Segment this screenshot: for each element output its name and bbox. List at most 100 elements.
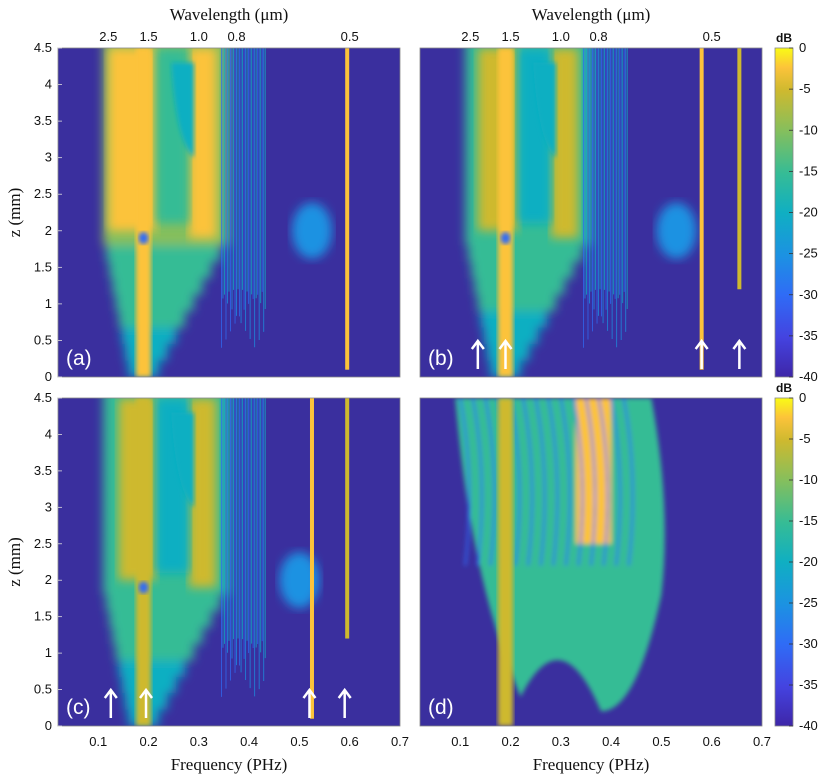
x-tick-label: 0.3	[552, 734, 570, 749]
broadening-slice	[115, 291, 194, 312]
broadening-slice	[474, 274, 565, 295]
interference-fringes	[221, 398, 266, 697]
colorbar-tick-label: -15	[799, 163, 818, 178]
filament	[559, 398, 571, 566]
up-arrow-icon	[302, 687, 317, 718]
wavelength-tick-label: 0.5	[341, 29, 359, 44]
gap-lobe	[171, 412, 194, 508]
interference-fringes	[221, 48, 266, 348]
broadening-slice	[109, 607, 212, 628]
up-arrow-icon	[470, 338, 485, 369]
broadening-slice	[118, 656, 185, 677]
colorbar-tick-label: -30	[799, 636, 818, 651]
panel-d: (d)	[419, 397, 763, 727]
colorbar-tick-label: -10	[799, 122, 818, 137]
y-tick-label: 1.5	[34, 609, 52, 624]
wavelength-axis-title: Wavelength (μm)	[170, 5, 289, 24]
pump-dip	[500, 232, 511, 245]
pump-dip	[138, 232, 149, 245]
broadening-slice	[477, 291, 556, 312]
filament	[622, 398, 634, 566]
y-tick-label: 0.5	[34, 332, 52, 347]
y-tick-label: 1	[45, 645, 52, 660]
x-tick-label: 0.6	[703, 734, 721, 749]
up-arrow-icon	[337, 687, 352, 718]
panel-label-a: (a)	[66, 347, 92, 370]
y-tick-label: 2.5	[34, 536, 52, 551]
filament	[584, 398, 597, 566]
colorbar-tick-label: -35	[799, 677, 818, 692]
y-tick-label: 3.5	[34, 463, 52, 478]
panel-label-d: (d)	[428, 696, 454, 719]
broadening-slice	[103, 378, 229, 398]
colorbar-title: dB	[776, 381, 792, 395]
y-tick-label: 1	[45, 296, 52, 311]
y-tick-label: 4	[45, 426, 52, 441]
y-axis-title: z (mm)	[5, 188, 24, 238]
filament	[471, 398, 483, 566]
colorbar-tick-label: -40	[799, 369, 818, 384]
wavelength-tick-label: 1.5	[501, 29, 519, 44]
y-tick-label: 0	[45, 718, 52, 733]
panel-a: (a)	[57, 47, 401, 378]
pump-line	[135, 398, 152, 726]
colorbar-tick-label: -20	[799, 554, 818, 569]
pump-line	[497, 48, 514, 377]
y-tick-label: 3.5	[34, 113, 52, 128]
pump-line	[497, 398, 514, 726]
y-tick-label: 3	[45, 499, 52, 514]
panel-b: (b)	[419, 28, 763, 378]
broadening-slice	[480, 307, 547, 328]
colorbar-2: dB 0 -5 -10 -15 -20 -25 -30 -35 -40	[774, 381, 818, 733]
colorbar-tick-label: -25	[799, 246, 818, 261]
sideband-line-1	[737, 48, 742, 290]
x-tick-label: 0.4	[602, 734, 620, 749]
broadening-slice	[465, 28, 591, 48]
panel-c: (c)	[57, 378, 401, 727]
y-tick-label: 0.5	[34, 682, 52, 697]
sideband-line-0	[699, 48, 704, 370]
y-tick-label: 0	[45, 369, 52, 384]
y-tick-label: 4.5	[34, 40, 52, 55]
wavelength-axis-title: Wavelength (μm)	[532, 5, 651, 24]
heatmap-d	[455, 398, 665, 726]
broadening-slice	[115, 640, 194, 661]
broadening-slice	[118, 307, 185, 328]
colorbar-tick-label: -25	[799, 595, 818, 610]
colorbar-tick-label: 0	[799, 390, 806, 405]
y-tick-label: 2	[45, 223, 52, 238]
wavelength-tick-label: 1.0	[552, 29, 570, 44]
wavelength-tick-label: 0.8	[228, 29, 246, 44]
x-tick-label: 0.5	[290, 734, 308, 749]
sideband-glow-0	[656, 202, 697, 259]
colorbar-tick-label: 0	[799, 40, 806, 55]
x-tick-label: 0.6	[341, 734, 359, 749]
broadening-slice	[106, 241, 221, 262]
filament	[459, 398, 471, 566]
broadening-slice	[106, 591, 221, 612]
broadening-slice	[112, 274, 203, 295]
x-axis-title: Frequency (PHz)	[533, 755, 650, 774]
panel-label-b: (b)	[428, 347, 454, 370]
wavelength-tick-label: 2.5	[461, 29, 479, 44]
y-tick-label: 3	[45, 150, 52, 165]
colorbar-1: dB 0 -5 -10 -15 -20 -25 -30 -35 -40	[774, 31, 818, 384]
wavelength-tick-label: 1.5	[139, 29, 157, 44]
x-tick-label: 0.2	[501, 734, 519, 749]
gap-lobe	[533, 62, 556, 158]
panel-frame	[419, 47, 763, 378]
wavelength-tick-label: 2.5	[99, 29, 117, 44]
panel-frame	[419, 397, 763, 727]
colorbar-tick-label: -20	[799, 205, 818, 220]
x-tick-label: 0.5	[652, 734, 670, 749]
heatmap-c	[103, 378, 350, 726]
panel-frame	[57, 397, 401, 727]
filament	[597, 398, 609, 566]
filament	[509, 398, 521, 566]
up-arrow-icon	[694, 338, 709, 369]
heatmap-a	[103, 48, 350, 377]
sideband-line-0	[345, 48, 350, 370]
filament	[534, 398, 546, 566]
up-arrow-icon	[732, 338, 747, 369]
